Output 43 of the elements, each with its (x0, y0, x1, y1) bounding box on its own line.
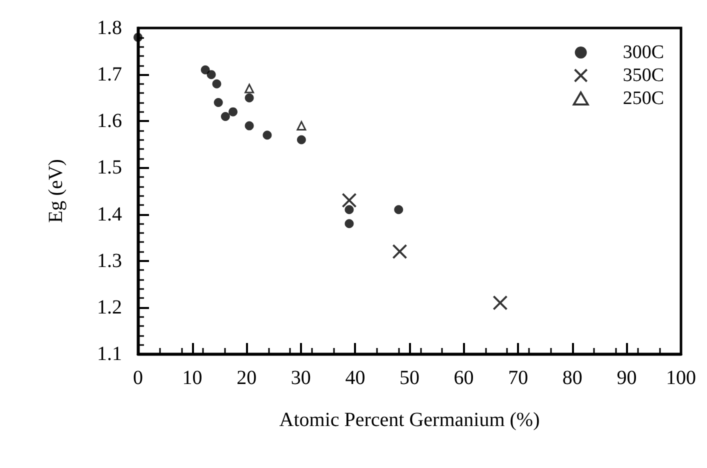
x-tick-label: 30 (290, 367, 311, 389)
point (220, 112, 230, 121)
point (228, 107, 238, 116)
y-tick-label: 1.6 (97, 110, 122, 132)
point (262, 130, 272, 140)
point (394, 205, 404, 214)
point (344, 205, 354, 214)
point (244, 121, 254, 130)
point (206, 70, 216, 80)
point (296, 121, 306, 131)
point (344, 219, 354, 228)
x-tick-label: 80 (562, 367, 582, 389)
point (212, 79, 222, 88)
y-tick-label: 1.4 (97, 203, 122, 226)
y-tick-label: 1.5 (97, 156, 122, 179)
y-tick-label: 1.3 (97, 250, 122, 272)
x-tick-label: 50 (400, 367, 420, 389)
point (244, 93, 254, 102)
y-tick-label: 1.8 (97, 17, 122, 39)
x-tick-label: 70 (508, 367, 528, 389)
x-tick-label: 90 (616, 367, 637, 389)
point (134, 32, 142, 42)
legend-label: 250C (622, 88, 664, 109)
point (296, 135, 306, 144)
x-tick-label: 40 (345, 367, 366, 389)
x-axis-title: Atomic Percent Germanium (%) (279, 409, 540, 431)
y-axis-title: Eg (eV) (45, 159, 67, 223)
x-tick-label: 100 (666, 367, 696, 389)
point (492, 295, 508, 310)
point (200, 65, 210, 74)
x-tick-label: 10 (182, 367, 202, 389)
y-tick-label: 1.1 (97, 343, 122, 365)
point (392, 244, 408, 260)
y-tick-label: 1.7 (97, 64, 122, 86)
x-tick-label: 60 (454, 367, 474, 389)
y-tick-label: 1.2 (97, 296, 122, 318)
legend-label: 300C (622, 42, 664, 63)
point (214, 98, 223, 108)
x-tick-label: 20 (236, 367, 257, 389)
legend-label: 350C (622, 65, 664, 86)
x-tick-label: 0 (133, 367, 143, 389)
point (342, 192, 357, 208)
point (244, 84, 254, 94)
